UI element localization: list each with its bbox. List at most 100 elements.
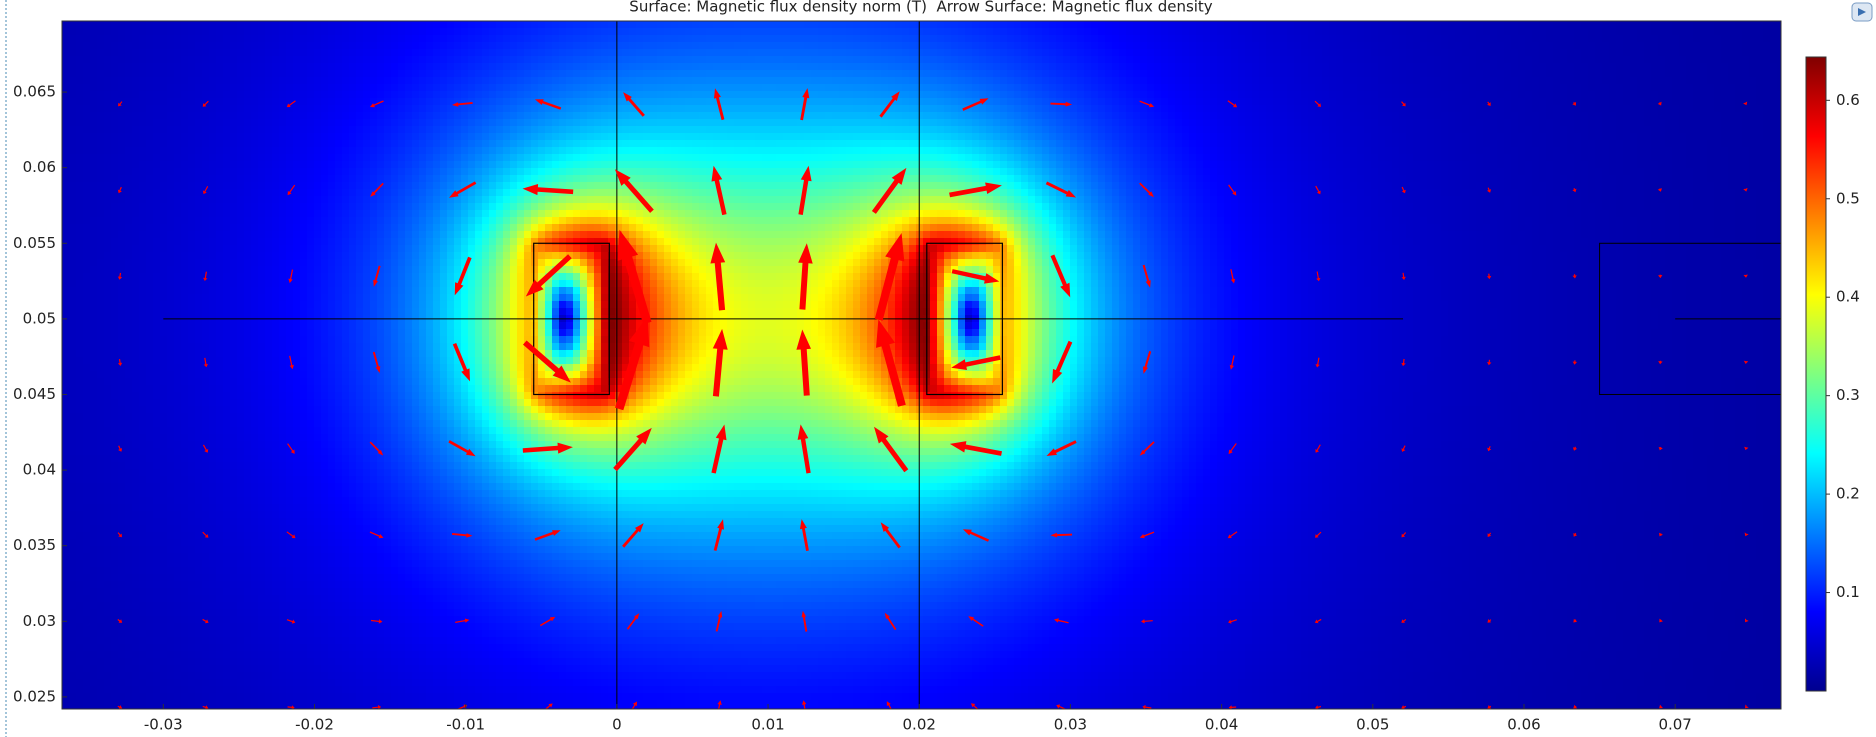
field-cell — [1770, 21, 1778, 29]
field-cell — [1301, 112, 1309, 120]
field-cell — [1665, 28, 1673, 36]
field-cell — [622, 49, 630, 57]
field-cell — [1287, 84, 1295, 92]
field-cell — [1616, 154, 1624, 162]
field-cell — [566, 98, 574, 106]
field-cell — [1462, 77, 1470, 85]
field-cell — [307, 70, 315, 78]
field-cell — [1665, 147, 1673, 155]
field-cell — [545, 21, 553, 29]
field-cell — [454, 28, 462, 36]
field-cell — [503, 154, 511, 162]
field-cell — [867, 154, 875, 162]
field-cell — [1329, 98, 1337, 106]
field-cell — [1476, 140, 1484, 148]
field-cell — [797, 140, 805, 148]
field-cell — [825, 35, 833, 43]
field-cell — [741, 119, 749, 127]
field-cell — [1280, 133, 1288, 141]
field-cell — [1056, 133, 1064, 141]
field-cell — [1042, 98, 1050, 106]
field-cell — [601, 98, 609, 106]
field-cell — [1378, 49, 1386, 57]
field-cell — [1455, 35, 1463, 43]
field-cell — [587, 77, 595, 85]
field-cell — [335, 140, 343, 148]
field-cell — [111, 35, 119, 43]
field-cell — [139, 105, 147, 113]
field-cell — [545, 42, 553, 50]
field-cell — [370, 112, 378, 120]
field-cell — [1007, 56, 1015, 64]
field-cell — [776, 28, 784, 36]
field-cell — [755, 98, 763, 106]
field-cell — [349, 126, 357, 134]
field-cell — [1609, 126, 1617, 134]
field-cell — [1133, 147, 1141, 155]
field-cell — [692, 70, 700, 78]
field-cell — [769, 133, 777, 141]
field-cell — [867, 140, 875, 148]
field-cell — [853, 91, 861, 99]
field-cell — [223, 105, 231, 113]
field-cell — [874, 35, 882, 43]
field-cell — [1308, 126, 1316, 134]
field-cell — [818, 119, 826, 127]
field-cell — [1427, 126, 1435, 134]
field-cell — [237, 21, 245, 29]
field-cell — [1224, 42, 1232, 50]
field-cell — [1742, 105, 1750, 113]
field-cell — [307, 105, 315, 113]
field-cell — [349, 98, 357, 106]
field-cell — [426, 161, 434, 169]
field-cell — [692, 140, 700, 148]
field-cell — [482, 105, 490, 113]
field-cell — [902, 119, 910, 127]
field-cell — [328, 91, 336, 99]
field-cell — [237, 77, 245, 85]
field-cell — [951, 119, 959, 127]
field-cell — [860, 126, 868, 134]
field-cell — [1504, 147, 1512, 155]
field-cell — [1203, 56, 1211, 64]
field-cell — [727, 70, 735, 78]
field-cell — [1497, 35, 1505, 43]
field-cell — [342, 161, 350, 169]
field-cell — [328, 140, 336, 148]
field-cell — [1119, 154, 1127, 162]
field-cell — [1182, 154, 1190, 162]
field-cell — [1336, 105, 1344, 113]
field-cell — [328, 126, 336, 134]
field-cell — [734, 126, 742, 134]
field-cell — [160, 133, 168, 141]
field-cell — [489, 133, 497, 141]
field-cell — [1168, 35, 1176, 43]
field-cell — [216, 21, 224, 29]
field-cell — [538, 119, 546, 127]
field-cell — [104, 28, 112, 36]
field-cell — [1707, 126, 1715, 134]
field-cell — [888, 63, 896, 71]
field-cell — [1266, 112, 1274, 120]
field-cell — [797, 91, 805, 99]
field-cell — [783, 21, 791, 29]
field-cell — [965, 77, 973, 85]
field-cell — [1434, 77, 1442, 85]
field-cell — [1476, 154, 1484, 162]
field-cell — [846, 21, 854, 29]
field-cell — [69, 133, 77, 141]
field-cell — [1392, 70, 1400, 78]
field-cell — [545, 161, 553, 169]
field-cell — [1259, 98, 1267, 106]
field-cell — [1413, 35, 1421, 43]
field-cell — [76, 77, 84, 85]
field-cell — [1035, 56, 1043, 64]
field-cell — [1735, 112, 1743, 120]
field-cell — [881, 112, 889, 120]
field-cell — [594, 119, 602, 127]
field-cell — [1035, 77, 1043, 85]
field-cell — [1385, 49, 1393, 57]
field-cell — [881, 77, 889, 85]
field-cell — [1665, 56, 1673, 64]
field-cell — [1315, 28, 1323, 36]
